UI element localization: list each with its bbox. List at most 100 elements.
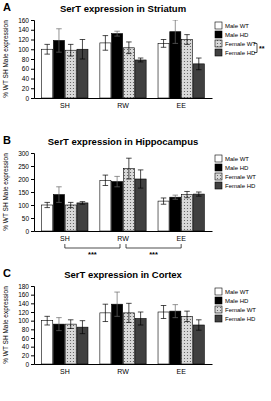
y-tick: 80 <box>22 56 34 63</box>
x-axis: SH RW EE <box>35 364 213 375</box>
error-bar <box>184 191 190 197</box>
legend-label: Male WT <box>225 289 249 295</box>
error-bar <box>80 40 86 60</box>
y-tick-label: 60 <box>22 65 30 72</box>
error-bar <box>114 176 120 186</box>
y-tick-mark <box>31 49 34 50</box>
error-bar <box>126 158 132 179</box>
legend-label: Female HD <box>225 50 256 56</box>
error-bar <box>114 292 120 316</box>
x-tick-label: EE <box>176 368 186 375</box>
y-tick-mark <box>31 364 34 365</box>
y-tick-label: 200 <box>18 176 29 183</box>
bar <box>112 182 123 231</box>
title: SerT expression in Striatum <box>60 3 186 14</box>
y-tick-label: 80 <box>22 326 30 333</box>
error-bar <box>173 305 179 318</box>
y-tick-label: 150 <box>18 189 29 196</box>
panel-letter: A <box>3 1 11 13</box>
y-tick-mark <box>31 218 34 219</box>
bar <box>182 40 193 99</box>
error-bar <box>56 187 62 203</box>
y-tick-label: 0 <box>25 361 29 368</box>
y-tick-label: 0 <box>25 95 29 102</box>
plot-area <box>42 292 205 364</box>
y-tick-mark <box>31 20 34 21</box>
x-tick-label: EE <box>176 102 186 109</box>
y-tick: 0 <box>25 361 34 368</box>
y-tick: 40 <box>22 343 34 350</box>
y-tick: 0 <box>25 95 34 102</box>
y-tick: 60 <box>22 65 34 72</box>
y-tick-label: 40 <box>22 75 30 82</box>
plot-area <box>42 158 205 231</box>
legend-swatch <box>215 297 222 304</box>
y-axis-line <box>31 154 35 232</box>
error-bar <box>138 58 144 62</box>
error-bar <box>103 175 109 185</box>
error-bar <box>161 198 167 204</box>
x-tick: SH <box>60 364 70 375</box>
y-tick-mark <box>31 40 34 41</box>
legend-swatch <box>215 49 222 56</box>
bar <box>123 48 134 98</box>
y-tick-label: 160 <box>18 291 29 298</box>
y-tick-mark <box>31 355 34 356</box>
y-tick: 140 <box>18 300 34 307</box>
bar <box>42 205 53 231</box>
significance-bracket <box>126 244 181 248</box>
x-tick: RW <box>117 364 129 375</box>
y-tick-label: 20 <box>22 352 30 359</box>
y-tick: 50 <box>22 215 34 222</box>
x-tick: EE <box>176 98 186 109</box>
y-tick-mark <box>31 69 34 70</box>
y-tick-label: 180 <box>18 283 29 290</box>
y-tick: 150 <box>18 189 34 196</box>
y-tick-mark <box>31 312 34 313</box>
y-tick-mark <box>31 59 34 60</box>
y-tick: 60 <box>22 335 34 342</box>
y-tick: 20 <box>22 352 34 359</box>
y-tick-label: 120 <box>18 36 29 43</box>
y-axis-title: % WT SH Male expression <box>2 20 10 98</box>
error-bar <box>68 320 74 329</box>
bar <box>158 201 169 231</box>
error-bar <box>114 31 120 36</box>
error-bar <box>173 195 179 199</box>
legend-swatch <box>215 288 222 295</box>
y-tick: 100 <box>18 46 34 53</box>
legend: Male WTMale HDFemale WTFemale HD <box>215 22 256 56</box>
y-tick-mark <box>31 179 34 180</box>
significance-label: *** <box>88 250 97 259</box>
x-tick: RW <box>117 231 129 242</box>
y-tick-mark <box>31 303 34 304</box>
y-tick: 200 <box>18 176 34 183</box>
x-tick-label: SH <box>60 102 70 109</box>
y-tick: 160 <box>18 291 34 298</box>
bar <box>135 60 146 98</box>
error-bar <box>44 316 50 325</box>
y-tick-mark <box>31 88 34 89</box>
y-tick-label: 140 <box>18 26 29 33</box>
y-tick-label: 120 <box>18 309 29 316</box>
y-tick-mark <box>31 321 34 322</box>
legend-label: Male WT <box>225 156 249 162</box>
y-tick-label: 40 <box>22 343 30 350</box>
y-tick: 120 <box>18 309 34 316</box>
y-axis: 050100150200250300 <box>18 150 34 235</box>
error-bar <box>44 44 50 54</box>
y-tick: 40 <box>22 75 34 82</box>
y-tick-label: 250 <box>18 163 29 170</box>
panel-letter: B <box>3 134 11 146</box>
y-tick-mark <box>31 338 34 339</box>
legend-swatch <box>215 155 222 162</box>
y-tick-label: 160 <box>18 17 29 24</box>
legend: Male WTMale HDFemale WTFemale HD <box>215 288 256 322</box>
x-tick: EE <box>176 231 186 242</box>
panel-letter: C <box>3 267 11 279</box>
error-bar <box>196 320 202 330</box>
legend: Male WTMale HDFemale WTFemale HD <box>215 155 256 189</box>
y-tick: 80 <box>22 326 34 333</box>
legend-label: Male WT <box>225 23 249 29</box>
legend-label: Female WT <box>225 174 256 180</box>
